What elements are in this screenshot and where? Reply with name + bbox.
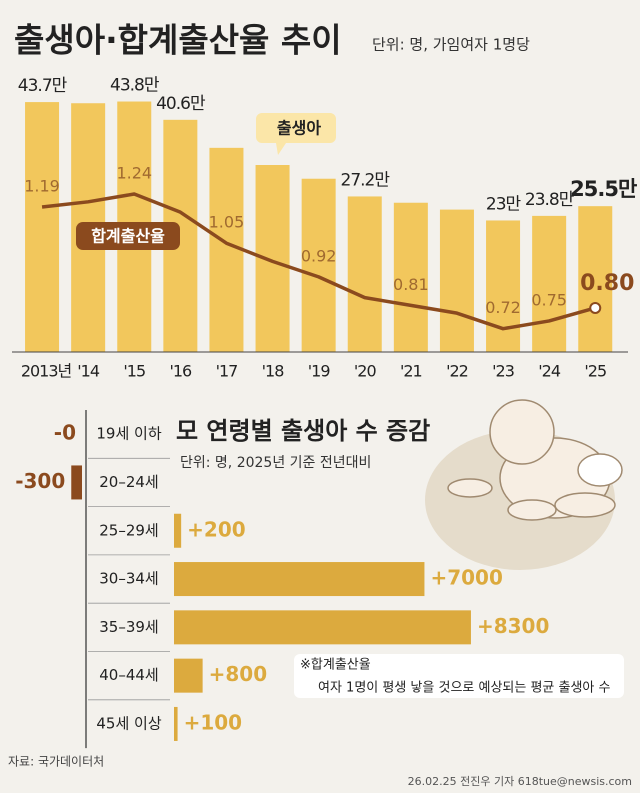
- category-label: 19세 이하: [96, 425, 161, 443]
- bar-value-label: 43.8만: [110, 76, 160, 96]
- callout-box: [256, 113, 336, 155]
- line-value-label: 1.24: [116, 164, 152, 183]
- x-tick-label: '25: [584, 362, 606, 381]
- category-label: 25–29세: [99, 521, 158, 539]
- line-value-label: 0.81: [393, 275, 429, 294]
- source: 자료: 국가데이터처: [8, 755, 104, 769]
- bar: [174, 562, 425, 597]
- bar: [174, 513, 182, 548]
- x-tick-label: '19: [308, 362, 331, 381]
- chart-title: 모 연령별 출생아 수 증감: [176, 417, 430, 445]
- x-tick-label: '20: [354, 362, 377, 381]
- value-label: +7000: [430, 566, 502, 590]
- bar: [71, 465, 82, 500]
- bar-value-label: 23.8만: [525, 190, 575, 210]
- value-label: +200: [187, 517, 246, 541]
- chart-title: 출생아·합계출산율 추이: [14, 21, 342, 60]
- credit: 26.02.25 전진우 기자 618tue@newsis.com: [408, 775, 632, 788]
- x-tick-label: '21: [400, 362, 422, 381]
- bar-value-label: 43.7만: [18, 76, 68, 96]
- chart-subtitle: 단위: 명, 2025년 기준 전년대비: [180, 455, 371, 471]
- bar: [578, 206, 613, 352]
- value-label: +8300: [477, 614, 549, 638]
- note-box: [294, 654, 624, 698]
- x-tick-label: 2013년: [21, 362, 72, 381]
- x-tick-label: '17: [216, 362, 238, 381]
- legend-label: 출생아: [277, 119, 321, 138]
- bar: [347, 196, 382, 352]
- bar: [486, 220, 521, 352]
- x-tick-label: '14: [77, 362, 100, 381]
- category-label: 40–44세: [99, 666, 158, 684]
- value-label: -300: [15, 469, 65, 493]
- bar-value-label: 40.6만: [156, 94, 206, 114]
- category-label: 30–34세: [99, 570, 158, 588]
- line-value-label: 0.92: [301, 246, 337, 265]
- callout-box: [76, 222, 180, 250]
- line-point: [589, 301, 602, 314]
- bar: [301, 178, 336, 352]
- category-label: 35–39세: [99, 618, 158, 636]
- chart-subtitle: 단위: 명, 가임여자 1명당: [372, 36, 530, 54]
- x-tick-label: '23: [492, 362, 514, 381]
- bar: [174, 706, 178, 741]
- category-label: 45세 이상: [96, 714, 161, 732]
- x-tick-label: '18: [262, 362, 285, 381]
- x-tick-label: '24: [538, 362, 561, 381]
- bar: [209, 147, 244, 352]
- line-value-label: 0.72: [485, 298, 521, 317]
- line-value-label: 0.75: [531, 290, 567, 309]
- line-value-label: 1.19: [24, 176, 60, 195]
- baby-illustration: [425, 399, 623, 570]
- line-value-label: 1.05: [209, 213, 245, 232]
- x-tick-label: '16: [169, 362, 192, 381]
- bar: [532, 215, 567, 352]
- line-series: [41, 192, 596, 331]
- bar-value-label: 23만: [486, 194, 522, 214]
- bar: [393, 202, 428, 352]
- value-label: -0: [54, 421, 76, 445]
- legend-label: 합계출산율: [91, 227, 165, 246]
- bar-value-label: 25.5만: [570, 177, 637, 201]
- category-label: 20–24세: [99, 473, 158, 491]
- bar: [174, 610, 471, 645]
- note-text: 여자 1명이 평생 낳을 것으로 예상되는 평균 출생아 수: [318, 681, 611, 696]
- bar: [174, 658, 203, 693]
- x-tick-label: '22: [446, 362, 468, 381]
- line-value-label: 0.80: [580, 271, 634, 296]
- bar: [25, 102, 60, 352]
- value-label: +100: [184, 710, 243, 734]
- value-label: +800: [209, 662, 268, 686]
- note-title: ※합계출산율: [300, 658, 371, 673]
- bar: [439, 209, 474, 352]
- x-tick-label: '15: [123, 362, 145, 381]
- bar-value-label: 27.2만: [341, 170, 391, 190]
